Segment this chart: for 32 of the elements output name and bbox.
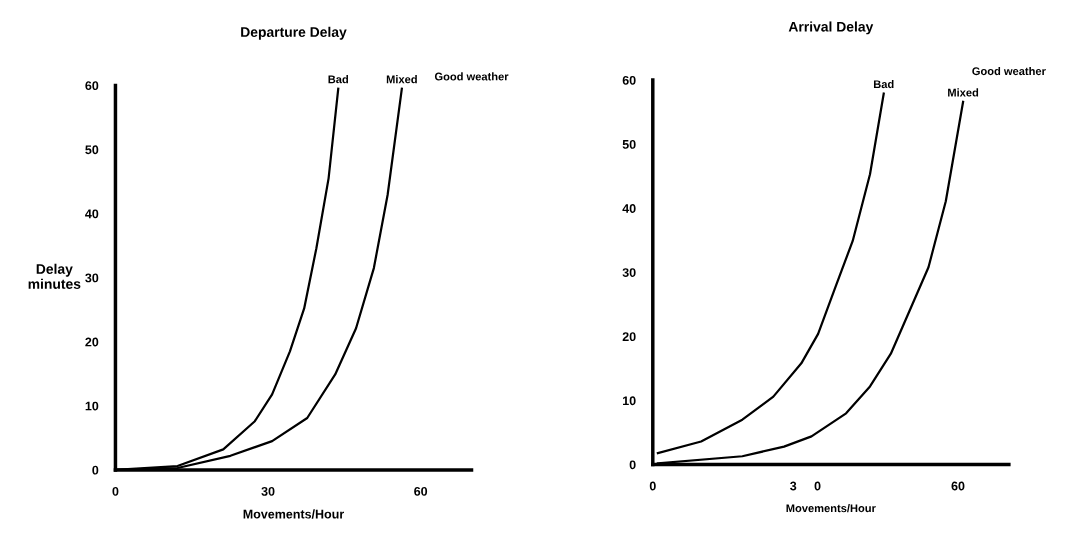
x-tick-label: 30 — [261, 486, 275, 496]
y-tick-label: 30 — [622, 268, 636, 278]
y-tick-label: 0 — [92, 465, 99, 475]
y-tick-label: 50 — [622, 139, 636, 149]
line-series — [656, 92, 885, 455]
y-tick-label: 40 — [622, 204, 636, 213]
y-tick-label: 50 — [85, 145, 99, 155]
text: Good weather — [434, 72, 509, 81]
x-axis-title: Movements/Hour — [243, 509, 344, 519]
series-label: Bad — [873, 80, 894, 89]
x-tick-label: 0 — [649, 481, 656, 491]
y-tick-label: 60 — [85, 81, 99, 91]
series-label: Mixed — [948, 88, 979, 97]
chart-title: Arrival Delay — [788, 21, 874, 35]
y-tick-label: 60 — [622, 75, 636, 85]
text: Good weather — [972, 66, 1046, 76]
y-tick-label: 30 — [85, 273, 99, 283]
x-tick-label: 60 — [951, 481, 965, 491]
y-tick-label: 20 — [85, 337, 99, 347]
x-tick-label: 60 — [414, 486, 428, 496]
x-tick-label: 0 — [112, 486, 119, 496]
y-axis-title: Delay minutes — [28, 263, 81, 289]
chart-title: Departure Delay — [241, 26, 347, 40]
x-axis-title: Movements/Hour — [786, 504, 876, 513]
series-label: Bad — [328, 75, 349, 84]
series-label: Mixed — [386, 75, 417, 84]
y-tick-label: 10 — [85, 401, 99, 411]
y-tick-label: 0 — [629, 460, 636, 470]
y-tick-label: 10 — [623, 396, 636, 406]
x-tick-label: 3 0 — [790, 481, 821, 491]
y-tick-label: 40 — [85, 209, 99, 219]
y-tick-label: 20 — [622, 332, 636, 342]
